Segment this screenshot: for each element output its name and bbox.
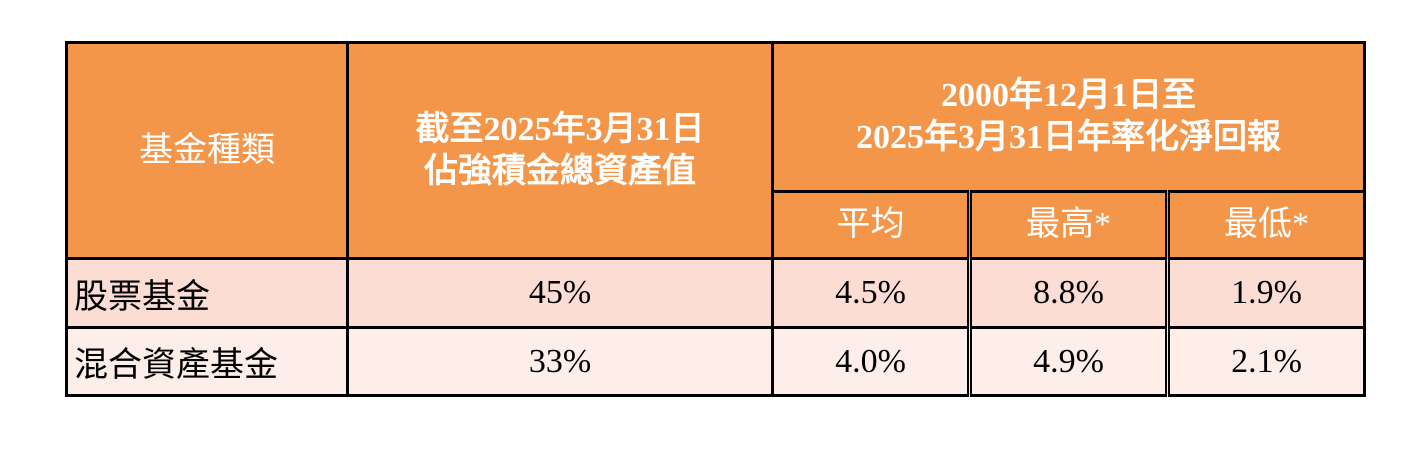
header-text: 佔強積金總資產值 (424, 152, 696, 190)
row-label: 混合資產基金 (65, 326, 349, 397)
cell: 8.8% (967, 257, 1169, 329)
cell: 4.9% (967, 326, 1169, 397)
cell: 2.1% (1164, 326, 1367, 397)
cell: 45% (346, 257, 774, 329)
cell: 4.5% (771, 257, 971, 329)
header-text: 截至2025年3月31日 (415, 110, 705, 148)
header-cell: 2000年12月1日至 2025年3月31日年率化淨回報 (770, 41, 1367, 193)
subheader-cell: 最高* (967, 190, 1169, 260)
cell: 1.9% (1164, 257, 1367, 329)
header-cell: 截至2025年3月31日 佔強積金總資產值 (346, 41, 774, 260)
header-text: 2025年3月31日年率化淨回報 (856, 119, 1282, 156)
row-label: 股票基金 (65, 257, 349, 329)
subheader-cell: 平均 (771, 190, 971, 260)
header-cell: 基金種類 (65, 41, 349, 260)
cell: 4.0% (771, 326, 971, 397)
returns-table: 基金種類 截至2025年3月31日 佔強積金總資產值 2000年12月1日至 202… (65, 41, 1367, 397)
cell: 33% (346, 326, 774, 397)
subheader-cell: 最低* (1164, 190, 1367, 260)
header-text: 基金種類 (139, 131, 275, 169)
header-text: 2000年12月1日至 (941, 77, 1197, 114)
